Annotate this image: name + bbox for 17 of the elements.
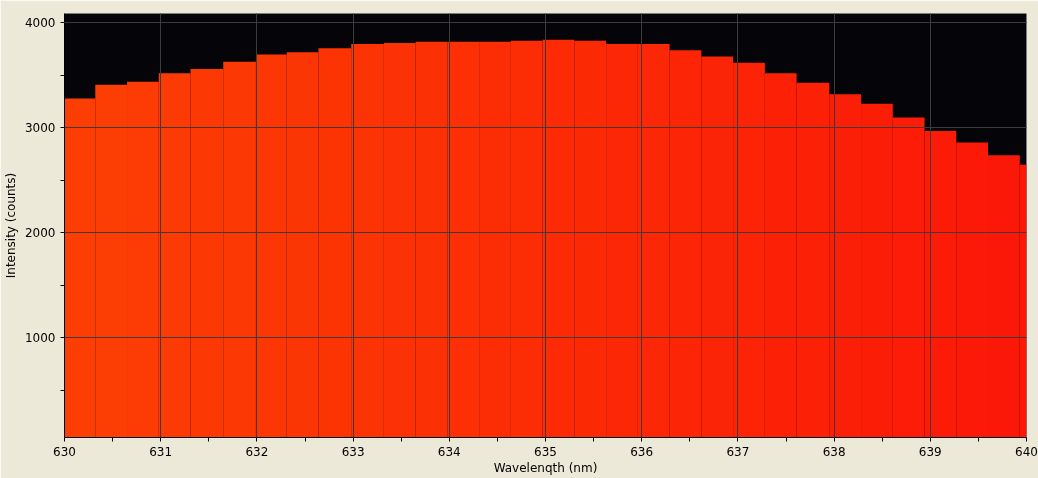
x-tick-label: 634 bbox=[437, 444, 461, 459]
x-tick-label: 630 bbox=[53, 444, 76, 459]
x-tick-label: 635 bbox=[534, 444, 557, 459]
y-tick-label: 3000 bbox=[24, 121, 56, 136]
x-tick-label: 639 bbox=[918, 444, 942, 459]
x-tick-label: 632 bbox=[245, 444, 269, 459]
y-tick-label: 4000 bbox=[24, 16, 56, 31]
x-tick-label: 633 bbox=[341, 444, 365, 459]
x-tick-label: 638 bbox=[822, 444, 846, 459]
y-tick-label: 2000 bbox=[24, 226, 56, 241]
x-axis-title: Wavelenqth (nm) bbox=[493, 460, 598, 475]
y-axis-title: Intensity (counts) bbox=[3, 172, 18, 279]
x-tick-label: 637 bbox=[726, 444, 750, 459]
y-tick-label: 1000 bbox=[24, 331, 56, 346]
x-tick-label: 631 bbox=[149, 444, 173, 459]
x-tick-label: 636 bbox=[630, 444, 654, 459]
x-tick-label: 640 bbox=[1015, 444, 1038, 459]
